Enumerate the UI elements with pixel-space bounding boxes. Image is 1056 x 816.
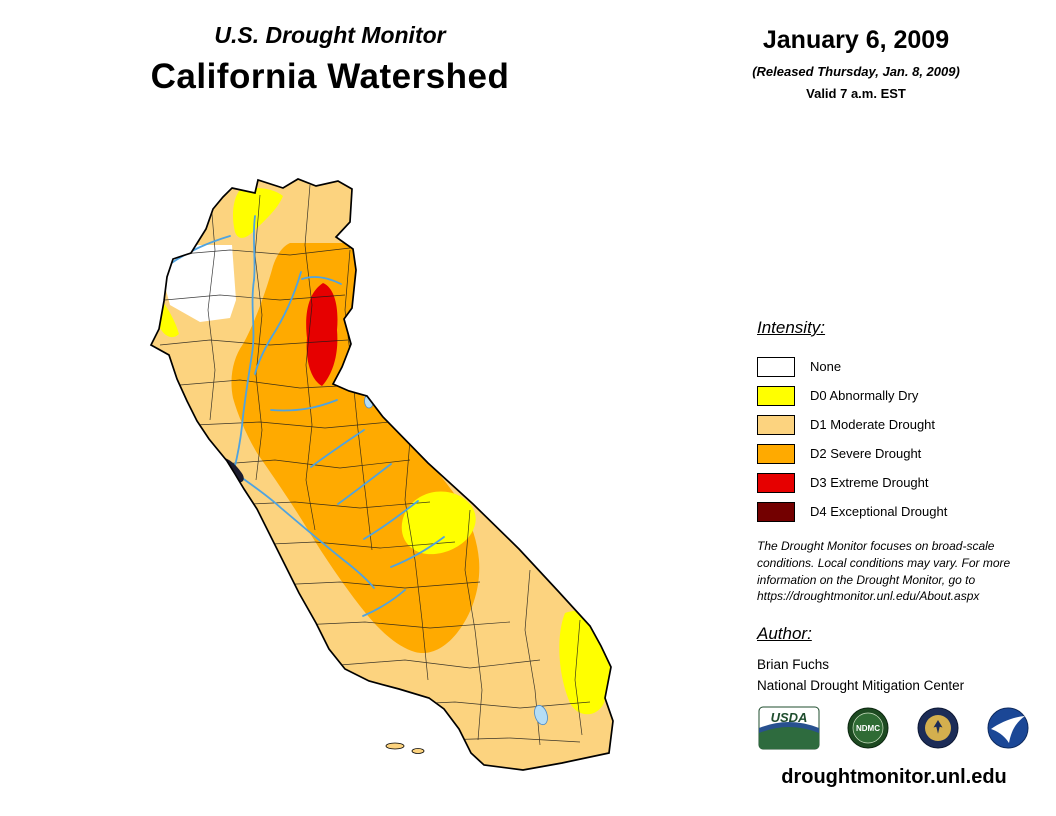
map-date: January 6, 2009	[762, 26, 950, 54]
author-block: Author: Brian Fuchs National Drought Mit…	[757, 624, 964, 693]
date-block: January 6, 2009 (Released Thursday, Jan.…	[726, 26, 986, 101]
none-swatch	[757, 356, 795, 377]
usda-logo-text: USDA	[771, 710, 808, 725]
author-name: Brian Fuchs	[757, 657, 830, 672]
intensity-legend: Intensity: None D0 Abnormally Dry D1 Mod…	[757, 318, 1041, 526]
legend-label-d1: D1 Moderate Drought	[810, 417, 936, 432]
disclaimer-text: The Drought Monitor focuses on broad-sca…	[757, 539, 1011, 604]
release-date: (Released Thursday, Jan. 8, 2009)	[752, 64, 960, 79]
title-block: U.S. Drought Monitor California Watershe…	[90, 22, 570, 97]
legend-row-d0: D0 Abnormally Dry	[757, 381, 1041, 410]
report-title: U.S. Drought Monitor	[214, 22, 446, 48]
legend-heading: Intensity:	[757, 318, 826, 337]
legend-row-d1: D1 Moderate Drought	[757, 410, 1041, 439]
drought-monitor-url: droughtmonitor.unl.edu	[781, 766, 1007, 788]
d0-swatch	[757, 385, 795, 406]
d0-region-north	[232, 188, 283, 238]
legend-row-d4: D4 Exceptional Drought	[757, 497, 1041, 526]
legend-label-d2: D2 Severe Drought	[810, 446, 922, 461]
agency-logos: USDA NDMC	[758, 706, 1030, 750]
commerce-seal-icon	[917, 707, 959, 749]
watershed-boundaries	[159, 184, 591, 746]
none-region-northwest	[160, 245, 236, 322]
california-watershed-map	[149, 178, 614, 771]
usda-logo-icon: USDA	[758, 706, 820, 750]
ndmc-logo-text: NDMC	[856, 724, 880, 733]
legend-row-d2: D2 Severe Drought	[757, 439, 1041, 468]
legend-row-d3: D3 Extreme Drought	[757, 468, 1041, 497]
region-title: California Watershed	[150, 57, 510, 96]
d2-severe-region	[231, 243, 480, 654]
legend-label-none: None	[810, 359, 842, 374]
d3-swatch	[757, 472, 795, 493]
noaa-logo-icon	[987, 707, 1029, 749]
d3-extreme-region	[306, 283, 338, 386]
watershed-outline	[149, 178, 614, 771]
legend-label-d0: D0 Abnormally Dry	[810, 388, 919, 403]
valid-time: Valid 7 a.m. EST	[806, 86, 906, 101]
salton-sea	[534, 704, 548, 726]
legend-label-d4: D4 Exceptional Drought	[810, 504, 948, 519]
d2-swatch	[757, 443, 795, 464]
channel-islands	[385, 742, 425, 754]
legend-row-none: None	[757, 352, 1041, 381]
legend-label-d3: D3 Extreme Drought	[810, 475, 929, 490]
author-organization: National Drought Mitigation Center	[757, 678, 965, 693]
d4-swatch	[757, 501, 795, 522]
river-lines	[166, 215, 445, 617]
ndmc-logo-icon: NDMC	[847, 707, 889, 749]
d1-swatch	[757, 414, 795, 435]
d0-region-central-east	[401, 491, 476, 555]
author-heading: Author:	[757, 624, 812, 643]
